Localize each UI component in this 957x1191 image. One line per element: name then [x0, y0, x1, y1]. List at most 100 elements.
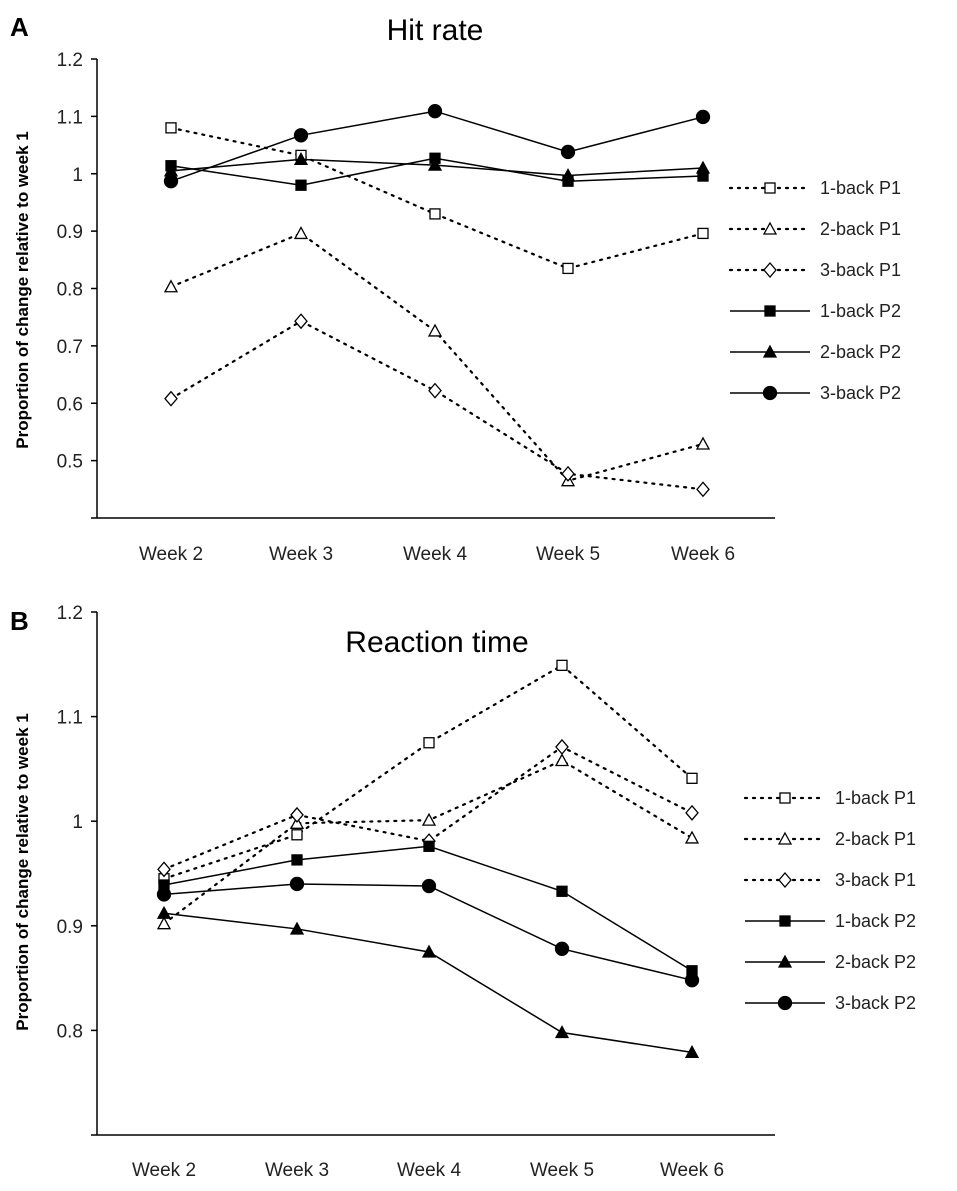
open-square-marker: [686, 772, 698, 784]
open-triangle-marker: [293, 226, 309, 240]
y-tick-label: 0.6: [57, 394, 83, 415]
series-3-back-p2: [156, 876, 700, 988]
series-line: [169, 126, 705, 270]
legend-item: 1-back P1: [743, 788, 916, 808]
series-1-back-p2: [158, 840, 698, 977]
legend-label: 2-back P2: [835, 952, 916, 972]
legend-item: 3-back P1: [743, 870, 916, 890]
open-square-marker: [697, 227, 709, 240]
legend-label: 3-back P2: [820, 383, 901, 403]
legend-item: 2-back P1: [728, 219, 901, 239]
chart-panel-B: B Reaction time Proportion of change relat…: [10, 603, 916, 1181]
filled-square-marker: [764, 305, 776, 317]
open-square-marker: [165, 122, 177, 134]
filled-triangle-marker: [554, 1025, 570, 1039]
panel-label: A: [10, 12, 29, 42]
open-diamond-marker: [294, 313, 308, 330]
series-3-back-p1: [164, 313, 710, 498]
x-tick-label: Week 5: [536, 544, 600, 565]
x-tick-label: Week 2: [132, 1160, 196, 1181]
x-tick-label: Week 6: [671, 544, 735, 565]
legend-item: 2-back P2: [745, 952, 916, 972]
filled-triangle-marker: [427, 157, 443, 171]
filled-triangle-marker: [293, 152, 309, 166]
y-tick-label: 0.7: [57, 337, 83, 358]
legend-label: 3-back P1: [835, 870, 916, 890]
y-tick-label: 0.9: [57, 222, 83, 243]
legend-item: 3-back P2: [730, 383, 901, 403]
open-diamond-marker: [561, 465, 575, 482]
y-axis-label: Proportion of change relative to week 1: [13, 713, 32, 1030]
y-tick-label: 1.1: [57, 107, 83, 128]
legend-item: 3-back P2: [745, 993, 916, 1013]
chart-panel-A: A Hit rate Proportion of change relative t…: [10, 12, 901, 565]
x-tick-label: Week 3: [265, 1160, 329, 1181]
filled-circle-marker: [695, 109, 711, 125]
open-diamond-marker: [685, 804, 699, 821]
filled-circle-marker: [156, 887, 172, 902]
x-tick-label: Week 5: [530, 1160, 594, 1181]
filled-triangle-marker: [695, 160, 711, 174]
series-line: [169, 319, 705, 491]
legend-item: 1-back P2: [745, 911, 916, 931]
filled-circle-marker: [554, 941, 570, 956]
filled-square-marker: [423, 840, 435, 852]
open-square-marker: [764, 182, 776, 194]
series-line: [163, 912, 693, 1054]
y-tick-label: 1.2: [57, 603, 83, 624]
open-triangle-marker: [695, 436, 711, 450]
series-3-back-p1: [157, 738, 699, 878]
open-square-marker: [423, 737, 435, 749]
open-square-marker: [779, 792, 791, 804]
filled-circle-marker: [427, 104, 443, 119]
y-axis-label: Proportion of change relative to week 1: [13, 131, 32, 448]
series-2-back-p1: [163, 226, 711, 487]
open-diamond-marker: [290, 806, 304, 823]
legend-label: 2-back P1: [835, 829, 916, 849]
open-triangle-marker: [762, 221, 778, 235]
open-triangle-marker: [163, 279, 179, 293]
series-3-back-p2: [163, 104, 711, 189]
y-tick-label: 0.8: [57, 280, 83, 301]
x-tick-label: Week 6: [660, 1160, 724, 1181]
legend-label: 3-back P1: [820, 260, 901, 280]
x-tick-label: Week 2: [139, 544, 203, 565]
y-tick-label: 0.8: [57, 1021, 83, 1042]
filled-circle-marker: [684, 973, 700, 988]
y-tick-label: 1.2: [57, 50, 83, 71]
y-tick-label: 0.5: [57, 452, 83, 473]
legend-label: 1-back P1: [835, 788, 916, 808]
filled-circle-marker: [777, 995, 793, 1011]
series-1-back-p1: [165, 122, 709, 275]
open-triangle-marker: [777, 831, 793, 845]
series-line: [169, 232, 705, 482]
open-square-marker: [562, 262, 574, 275]
open-triangle-marker: [554, 753, 570, 767]
y-tick-label: 1: [72, 812, 83, 833]
y-tick-label: 1.1: [57, 708, 83, 729]
filled-triangle-marker: [560, 168, 576, 182]
open-triangle-marker: [427, 323, 443, 337]
series-2-back-p2: [156, 905, 700, 1059]
open-square-marker: [429, 208, 441, 220]
filled-circle-marker: [560, 144, 576, 160]
open-triangle-marker: [156, 916, 172, 930]
filled-triangle-marker: [684, 1045, 700, 1059]
series-line: [163, 883, 693, 981]
filled-triangle-marker: [777, 954, 793, 968]
x-tick-label: Week 3: [269, 544, 333, 565]
series-line: [162, 745, 694, 871]
filled-square-marker: [295, 179, 307, 191]
legend-item: 1-back P2: [730, 301, 901, 321]
y-tick-label: 1: [72, 165, 83, 186]
x-tick-label: Week 4: [403, 544, 468, 565]
filled-circle-marker: [163, 174, 179, 189]
open-diamond-marker: [778, 872, 792, 888]
chart-title: Reaction time: [345, 626, 528, 659]
legend-label: 2-back P2: [820, 342, 901, 362]
legend-label: 1-back P2: [820, 301, 901, 321]
legend-label: 1-back P2: [835, 911, 916, 931]
filled-square-marker: [556, 885, 568, 897]
open-diamond-marker: [696, 481, 710, 498]
